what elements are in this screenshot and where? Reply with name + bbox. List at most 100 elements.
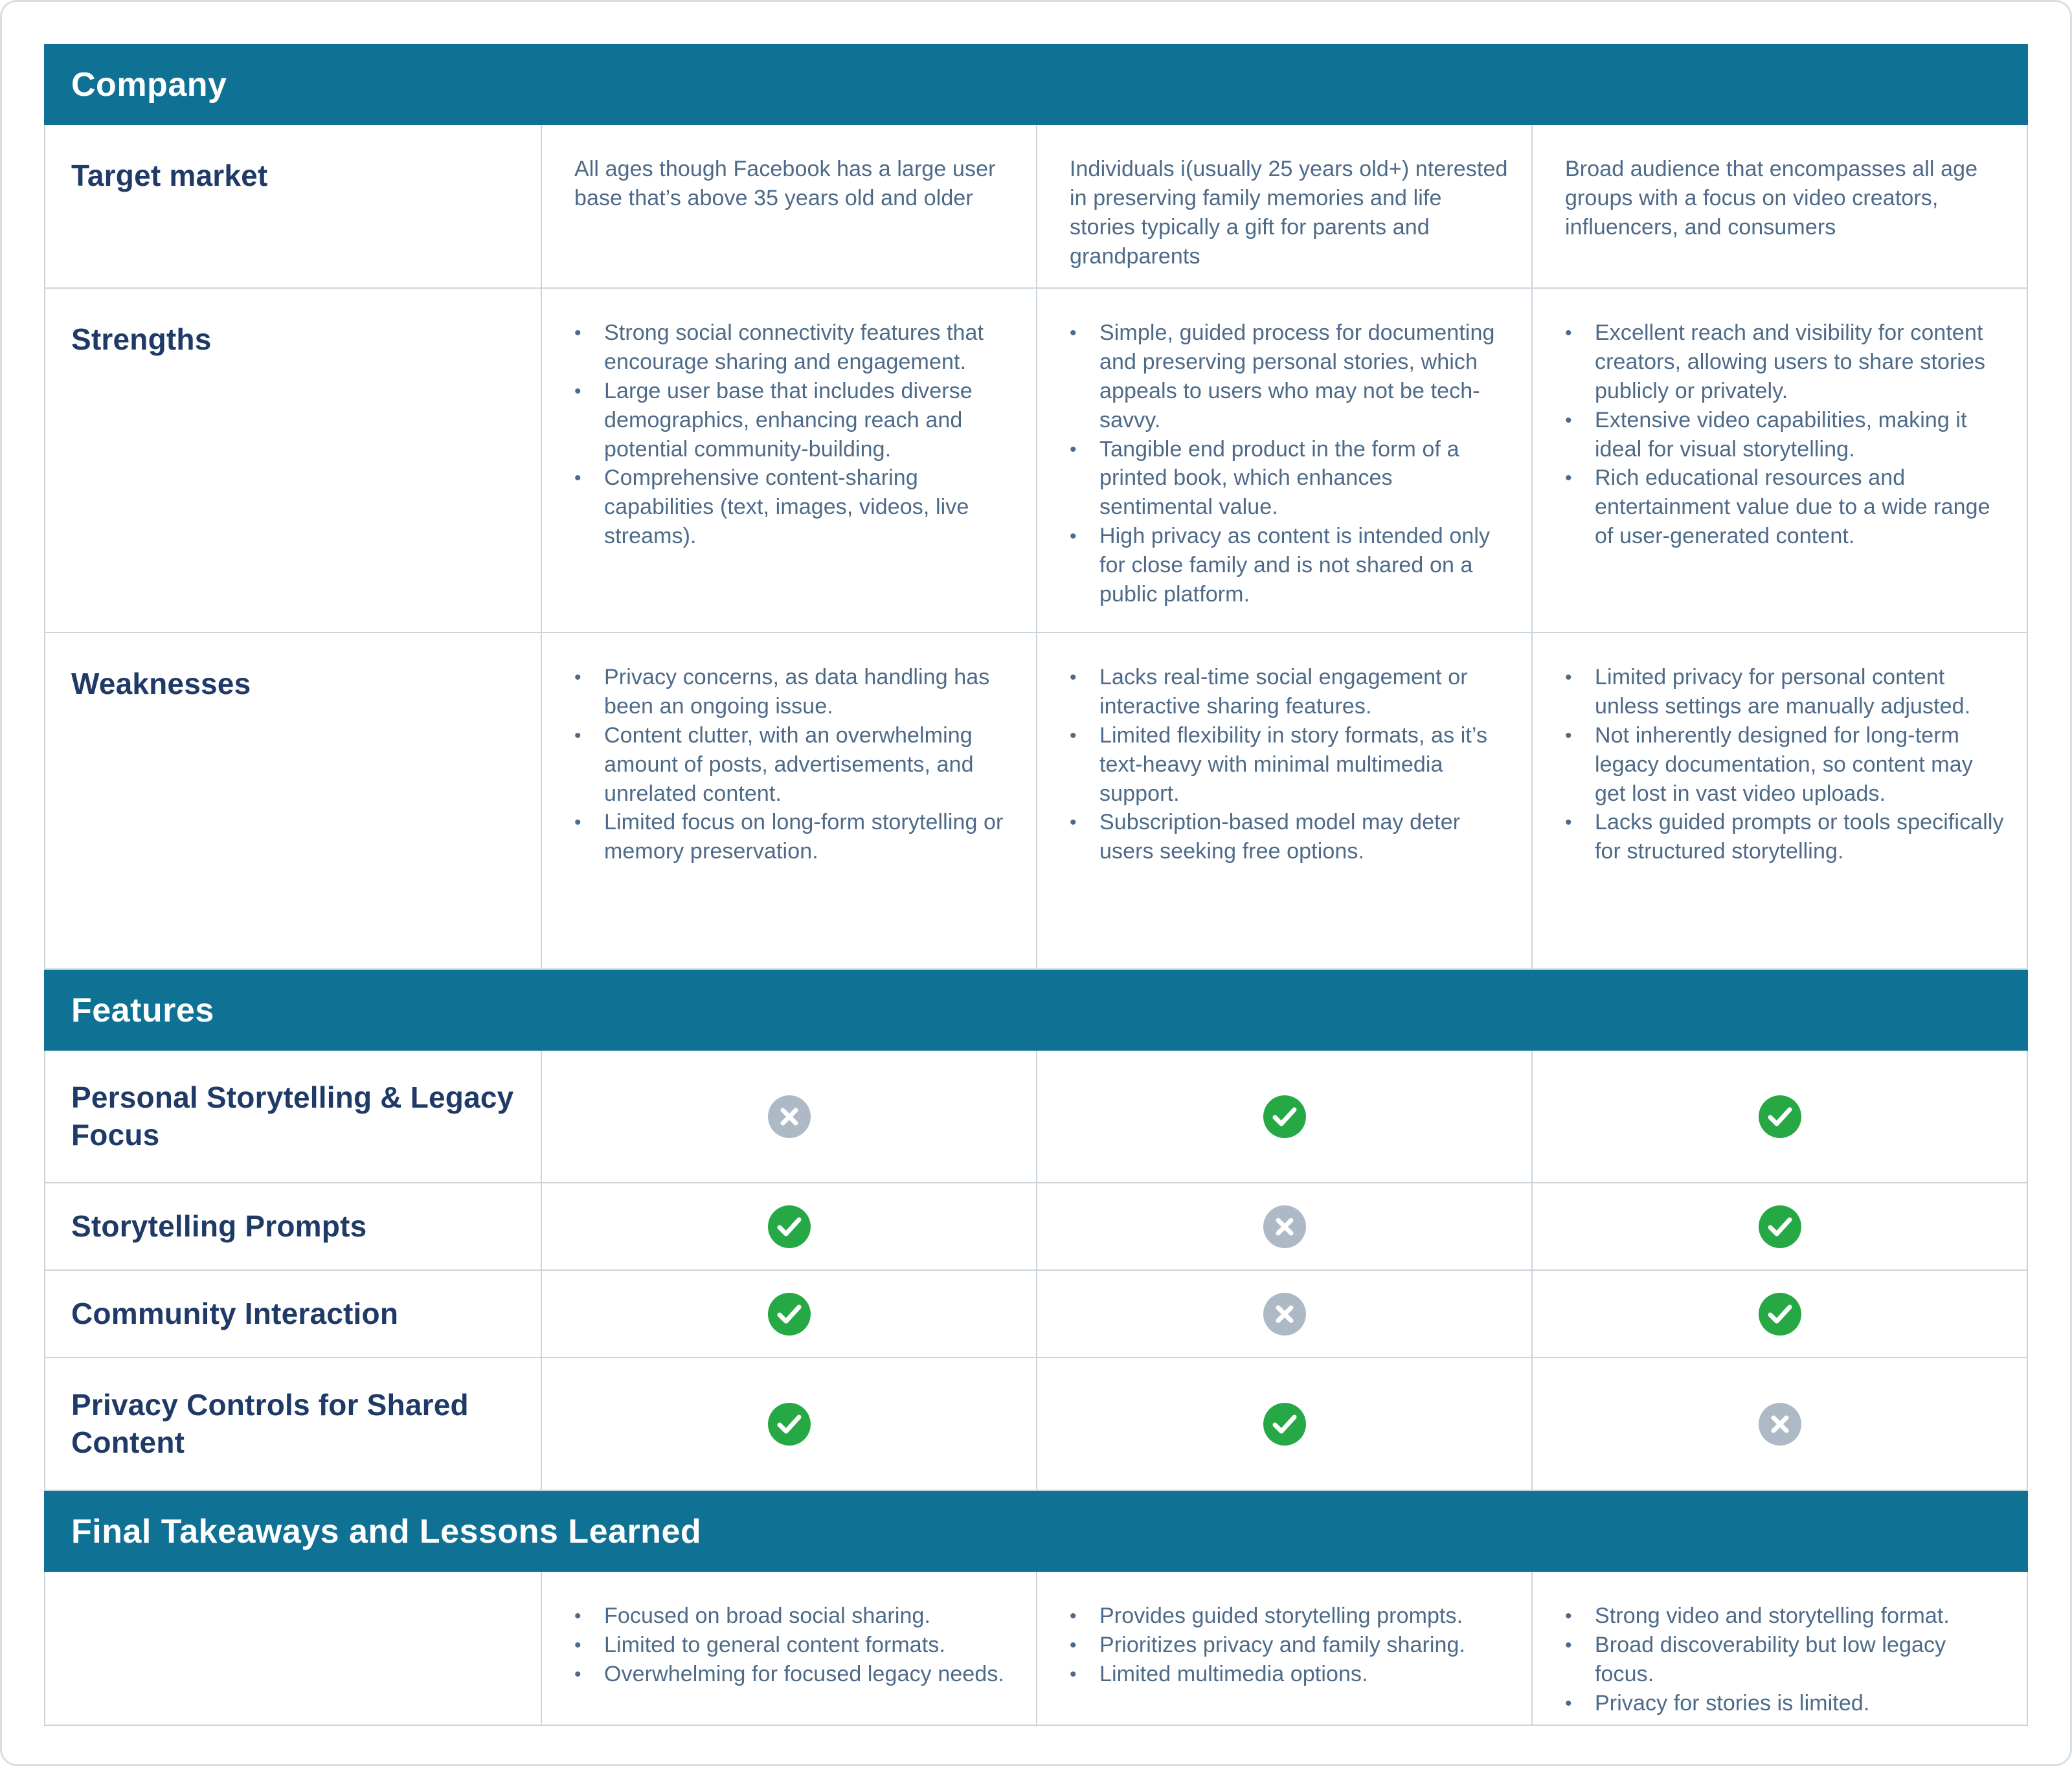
bullet-dot: •: [574, 1664, 581, 1685]
target-market-cell-2: Individuals i(usually 25 years old+) nte…: [1036, 125, 1531, 287]
feature-mark-cell: [1036, 1358, 1531, 1490]
list-item: • Limited privacy for personal content un…: [1565, 663, 2005, 721]
list-item: • Content clutter, with an overwhelming a…: [574, 721, 1014, 809]
list-item: • Privacy concerns, as data handling has …: [574, 663, 1014, 721]
bullet-dot: •: [574, 1605, 581, 1627]
feature-mark-cell: [541, 1271, 1036, 1357]
bullet-dot: •: [574, 724, 581, 746]
row-label-community-interaction: Community Interaction: [71, 1296, 399, 1330]
check-icon: [1758, 1292, 1801, 1336]
table-row-strengths: Strengths • Strong social connectivity fe…: [44, 289, 2028, 633]
list-item: • Limited flexibility in story formats, a…: [1070, 721, 1509, 809]
feature-mark-cell: [1531, 1358, 2027, 1490]
list-item: • Privacy for stories is limited.: [1565, 1689, 2005, 1718]
table-row-community-interaction: Community Interaction: [44, 1271, 2028, 1358]
row-label-weaknesses: Weaknesses: [71, 667, 251, 700]
table-row-takeaways: • Focused on broad social sharing. • Limit…: [44, 1572, 2028, 1726]
feature-mark-cell: [541, 1183, 1036, 1269]
bullet-dot: •: [1070, 1635, 1077, 1656]
bullet-dot: •: [574, 467, 581, 489]
table-row-personal-storytelling: Personal Storytelling & Legacy Focus: [44, 1051, 2028, 1183]
strengths-cell-1: • Strong social connectivity features tha…: [541, 289, 1036, 632]
takeaways-section-header: Final Takeaways and Lessons Learned: [44, 1491, 2028, 1572]
check-icon: [1758, 1205, 1801, 1248]
strengths-cell-3: • Excellent reach and visibility for cont…: [1531, 289, 2027, 632]
check-icon: [1758, 1095, 1801, 1138]
weaknesses-cell-3: • Limited privacy for personal content un…: [1531, 633, 2027, 968]
row-label-target-market: Target market: [71, 159, 268, 192]
list-item: • Simple, guided process for documenting …: [1070, 319, 1509, 435]
bullet-list: • Limited privacy for personal content un…: [1565, 663, 2005, 866]
bullet-dot: •: [1070, 1605, 1077, 1627]
bullet-list: • Focused on broad social sharing. • Limit…: [574, 1602, 1014, 1689]
target-market-text-1: All ages though Facebook has a large use…: [574, 157, 996, 210]
list-item: • Strong video and storytelling format.: [1565, 1602, 2005, 1631]
table-row-target-market: Target market All ages though Facebook h…: [44, 125, 2028, 289]
bullet-dot: •: [1565, 1692, 1572, 1714]
list-item: • Excellent reach and visibility for cont…: [1565, 319, 2005, 406]
list-item: • Comprehensive content-sharing capabilit…: [574, 464, 1014, 551]
list-item: • Limited focus on long-form storytelling…: [574, 808, 1014, 866]
row-label-privacy-controls: Privacy Controls for Shared Content: [71, 1388, 469, 1459]
weaknesses-cell-2: • Lacks real-time social engagement or in…: [1036, 633, 1531, 968]
bullet-dot: •: [574, 322, 581, 344]
bullet-dot: •: [1565, 467, 1572, 489]
list-item: • High privacy as content is intended onl…: [1070, 522, 1509, 609]
cross-icon: [1263, 1292, 1306, 1336]
takeaways-section-title: Final Takeaways and Lessons Learned: [71, 1512, 702, 1550]
list-item: • Provides guided storytelling prompts.: [1070, 1602, 1509, 1631]
features-section-header: Features: [44, 970, 2028, 1051]
bullet-list: • Provides guided storytelling prompts. •…: [1070, 1602, 1509, 1689]
table-row-weaknesses: Weaknesses • Privacy concerns, as data ha…: [44, 633, 2028, 970]
bullet-dot: •: [574, 667, 581, 688]
bullet-list: • Excellent reach and visibility for cont…: [1565, 319, 2005, 551]
row-label-personal-storytelling: Personal Storytelling & Legacy Focus: [71, 1080, 514, 1152]
list-item: • Lacks guided prompts or tools specifica…: [1565, 808, 2005, 866]
cross-icon: [767, 1095, 811, 1138]
bullet-list: • Simple, guided process for documenting …: [1070, 319, 1509, 609]
bullet-dot: •: [1565, 724, 1572, 746]
company-section-title: Company: [71, 65, 227, 104]
check-icon: [1263, 1095, 1306, 1138]
features-section-title: Features: [71, 991, 214, 1029]
takeaways-cell-1: • Focused on broad social sharing. • Limit…: [541, 1572, 1036, 1725]
feature-mark-cell: [1531, 1183, 2027, 1269]
bullet-dot: •: [1070, 438, 1077, 460]
check-icon: [767, 1292, 811, 1336]
list-item: • Subscription-based model may deter user…: [1070, 808, 1509, 866]
bullet-dot: •: [1070, 526, 1077, 548]
target-market-cell-1: All ages though Facebook has a large use…: [541, 125, 1036, 287]
feature-mark-cell: [541, 1358, 1036, 1490]
list-item: • Limited to general content formats.: [574, 1631, 1014, 1660]
check-icon: [767, 1205, 811, 1248]
feature-mark-cell: [1036, 1271, 1531, 1357]
takeaways-cell-3: • Strong video and storytelling format. •…: [1531, 1572, 2027, 1725]
list-item: • Broad discoverability but low legacy fo…: [1565, 1631, 2005, 1689]
bullet-list: • Strong social connectivity features tha…: [574, 319, 1014, 551]
list-item: • Extensive video capabilities, making it…: [1565, 406, 2005, 464]
bullet-dot: •: [1565, 409, 1572, 431]
bullet-list: • Strong video and storytelling format. •…: [1565, 1602, 2005, 1718]
bullet-dot: •: [1565, 1605, 1572, 1627]
weaknesses-cell-1: • Privacy concerns, as data handling has …: [541, 633, 1036, 968]
bullet-dot: •: [1565, 667, 1572, 688]
table-row-privacy-controls: Privacy Controls for Shared Content: [44, 1358, 2028, 1491]
list-item: • Rich educational resources and entertai…: [1565, 464, 2005, 551]
bullet-dot: •: [1070, 667, 1077, 688]
row-label-strengths: Strengths: [71, 322, 212, 356]
feature-mark-cell: [1036, 1183, 1531, 1269]
company-section-header: Company: [44, 44, 2028, 125]
bullet-dot: •: [1070, 1664, 1077, 1685]
bullet-dot: •: [1565, 322, 1572, 344]
table-row-storytelling-prompts: Storytelling Prompts: [44, 1183, 2028, 1271]
bullet-dot: •: [1565, 812, 1572, 834]
check-icon: [1263, 1402, 1306, 1446]
feature-mark-cell: [1531, 1051, 2027, 1182]
bullet-dot: •: [1565, 1635, 1572, 1656]
takeaways-cell-2: • Provides guided storytelling prompts. •…: [1036, 1572, 1531, 1725]
takeaways-empty-label-cell: [45, 1572, 541, 1725]
comparison-table: Company Target market All ages though Fa…: [44, 44, 2028, 1726]
bullet-dot: •: [1070, 812, 1077, 834]
bullet-dot: •: [574, 1635, 581, 1656]
